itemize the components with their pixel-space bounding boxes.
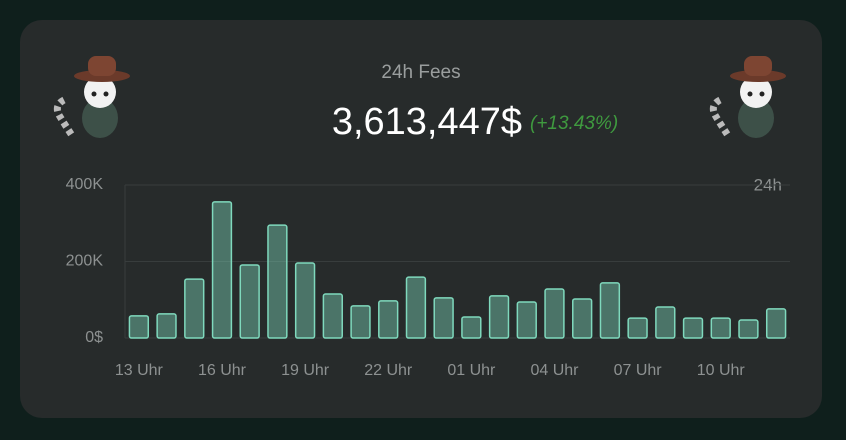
bar [627, 317, 648, 339]
cat-icon-right [709, 56, 786, 139]
x-tick-label: 10 Uhr [697, 362, 746, 379]
bar [738, 319, 759, 339]
bar [128, 315, 150, 339]
x-tick-label: 01 Uhr [447, 362, 496, 379]
card [20, 20, 822, 418]
x-tick-label: 22 Uhr [364, 362, 413, 379]
bar [710, 317, 731, 339]
x-tick-label: 04 Uhr [530, 362, 579, 379]
chart-title: 24h Fees [381, 62, 460, 83]
bar [322, 293, 343, 339]
x-tick-label: 07 Uhr [614, 362, 663, 379]
bar [544, 288, 565, 339]
x-tick-label: 13 Uhr [115, 362, 164, 379]
bar [765, 308, 787, 339]
bar [655, 306, 676, 339]
bar [405, 276, 427, 339]
x-tick-label: 19 Uhr [281, 362, 330, 379]
bar [488, 295, 510, 339]
x-tick-label: 16 Uhr [198, 362, 247, 379]
bar [599, 282, 621, 339]
y-tick-label: 0$ [85, 329, 103, 346]
cat-icon-left [53, 56, 130, 139]
bar [378, 300, 399, 339]
bar [184, 278, 205, 339]
bar [682, 317, 704, 339]
bar [294, 262, 316, 339]
bar [516, 301, 537, 339]
bar [239, 264, 260, 339]
bar [350, 305, 371, 339]
bar [433, 297, 454, 339]
y-tick-label: 200K [66, 253, 104, 270]
bar [156, 313, 177, 339]
total-value: 3,613,447$ [332, 101, 522, 143]
bar [211, 201, 233, 339]
bar [461, 316, 482, 339]
y-tick-label: 400K [66, 176, 104, 193]
change-value: (+13.43%) [530, 113, 618, 134]
bar [267, 224, 288, 339]
bar [572, 298, 593, 339]
